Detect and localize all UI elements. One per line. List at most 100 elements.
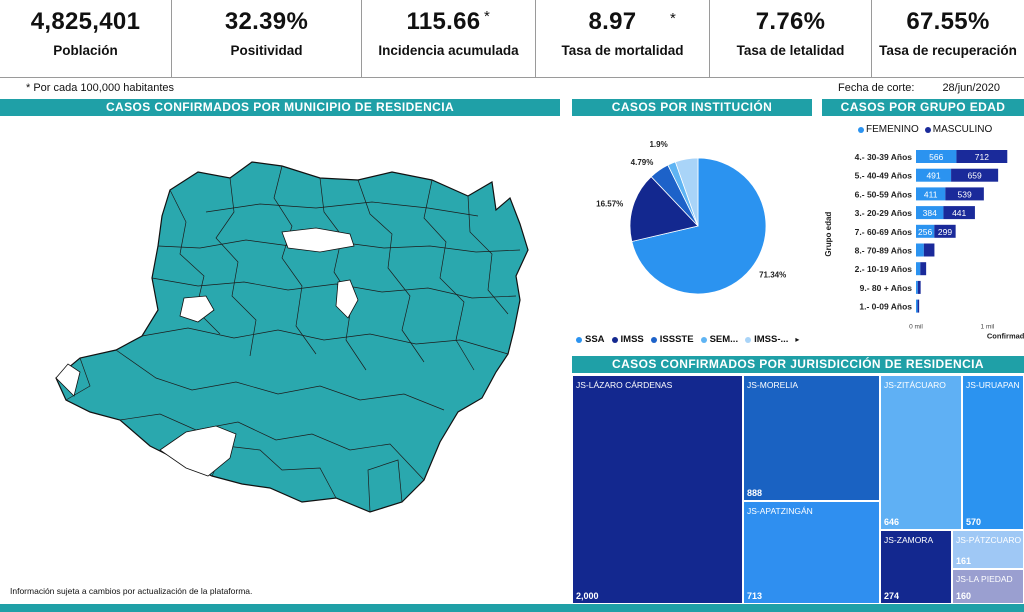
age-bar-data-label: 539	[958, 189, 972, 199]
age-bar-data-label: 384	[923, 208, 937, 218]
cutoff-label: Fecha de corte:	[838, 82, 915, 94]
tile-value: 161	[956, 556, 972, 566]
age-x-tick-label: 1 mil	[981, 323, 995, 330]
age-group-bar-chart[interactable]: Grupo edad 4.- 30-39 Años 566 712 5.- 40-49 …	[820, 146, 1024, 352]
tile-value: 2,000	[576, 591, 599, 601]
age-bar-masculino[interactable]	[917, 299, 920, 313]
treemap-tile-patzcuaro[interactable]: JS-PÁTZCUARO 161	[952, 530, 1024, 569]
tile-name: JS-PÁTZCUARO	[956, 535, 1022, 545]
kpi-value: 115.66	[406, 8, 481, 35]
age-bar-masculino[interactable]	[923, 243, 935, 257]
lake-patzcuaro-area	[335, 279, 359, 319]
kpi-value: 67.55%	[906, 8, 990, 35]
enclave-area	[159, 425, 237, 477]
age-bar-masculino[interactable]	[920, 262, 927, 276]
treemap-tile-uruapan[interactable]: JS-URUAPAN 570	[962, 375, 1024, 530]
tile-name: JS-LÁZARO CÁRDENAS	[576, 380, 673, 390]
legend-label: ISSSTE	[659, 334, 694, 345]
age-x-axis-label: Confirmados	[987, 331, 1024, 340]
age-bar-masculino[interactable]	[934, 224, 956, 238]
pie-legend: SSA IMSS ISSSTE SEM... IMSS-... ▸	[576, 334, 799, 345]
age-bar-data-label: 712	[975, 152, 989, 162]
treemap-tile-zamora[interactable]: JS-ZAMORA 274	[880, 530, 952, 604]
kpi-value: 7.76%	[755, 8, 826, 35]
footnote: Información sujeta a cambios por actuali…	[10, 586, 253, 596]
age-bar-masculino[interactable]	[951, 168, 999, 182]
cutoff-value: 28/jun/2020	[942, 82, 1000, 94]
legend-item-ssa[interactable]: SSA	[576, 334, 605, 345]
age-category-label: 9.- 80 + Años	[860, 283, 913, 293]
age-bar-data-label: 441	[952, 208, 966, 218]
kpi-poblacion: 4,825,401 Población	[0, 0, 172, 77]
kpi-label: Incidencia acumulada	[378, 43, 519, 58]
age-bar-femenino[interactable]	[916, 280, 918, 294]
age-category-label: 2.- 10-19 Años	[855, 264, 913, 274]
legend-label: IMSS-...	[754, 334, 789, 345]
treemap-tile-apatzingan[interactable]: JS-APATZINGÁN 713	[743, 501, 880, 604]
age-bar-femenino[interactable]	[916, 206, 944, 220]
tile-value: 570	[966, 517, 982, 527]
age-bar-femenino[interactable]	[916, 243, 924, 257]
tile-value: 713	[747, 591, 763, 601]
pie-data-label: 71.34%	[759, 270, 786, 279]
age-bar-masculino[interactable]	[943, 206, 975, 220]
age-section-header: CASOS POR GRUPO EDAD	[822, 99, 1024, 116]
pie-slice-imss[interactable]	[674, 157, 699, 227]
age-category-label: 3.- 20-29 Años	[855, 208, 913, 218]
age-bar-data-label: 491	[926, 171, 940, 181]
legend-dot	[700, 336, 707, 343]
age-bar-femenino[interactable]	[916, 168, 952, 182]
legend-item-issste[interactable]: ISSSTE	[650, 334, 694, 345]
age-bar-femenino[interactable]	[916, 299, 918, 313]
legend-item-sem[interactable]: SEM...	[700, 334, 739, 345]
map-svg[interactable]	[20, 150, 560, 530]
tile-name: JS-ZITÁCUARO	[884, 380, 946, 390]
legend-next-arrow-icon[interactable]: ▸	[795, 335, 800, 344]
treemap-tile-morelia[interactable]: JS-MORELIA 888	[743, 375, 880, 501]
kpi-recuperacion: 67.55% Tasa de recuperación	[872, 0, 1024, 77]
jurisdiction-section-header: CASOS CONFIRMADOS POR JURISDICCIÓN DE RE…	[572, 356, 1024, 373]
tile-name: JS-URUAPAN	[966, 380, 1020, 390]
jurisdiction-treemap[interactable]: JS-LÁZARO CÁRDENAS 2,000 JS-MORELIA 888 JS…	[572, 375, 1024, 604]
pie-slice-ssa[interactable]	[631, 157, 767, 295]
age-bar-femenino[interactable]	[916, 224, 935, 238]
legend-item-imss-bienestar[interactable]: IMSS-...	[745, 334, 788, 345]
legend-label: SEM...	[709, 334, 739, 345]
kpi-value: 8.97	[588, 8, 637, 35]
age-category-label: 8.- 70-89 Años	[855, 246, 913, 256]
age-x-tick-label: 0 mil	[909, 323, 923, 330]
treemap-tile-la-piedad[interactable]: JS-LA PIEDAD 160	[952, 569, 1024, 604]
treemap-tile-zitacuaro[interactable]: JS-ZITÁCUARO 646	[880, 375, 962, 530]
institution-pie-chart[interactable]: 71.34% 16.57% 4.79% 1.9%	[572, 138, 808, 316]
legend-item-imss[interactable]: IMSS	[611, 334, 644, 345]
age-category-label: 6.- 50-59 Años	[855, 189, 913, 199]
municipality-map[interactable]	[20, 150, 560, 530]
treemap-tile-lazaro-cardenas[interactable]: JS-LÁZARO CÁRDENAS 2,000	[572, 375, 743, 604]
lake-cuitzeo-area	[179, 295, 215, 323]
kpi-label: Tasa de letalidad	[736, 43, 845, 58]
age-bar-masculino[interactable]	[956, 150, 1008, 163]
legend-dot	[924, 126, 931, 133]
age-bar-data-label: 299	[938, 227, 952, 237]
age-y-axis-label: Grupo edad	[824, 212, 833, 257]
age-bar-masculino[interactable]	[917, 280, 921, 294]
coastal-notch	[55, 363, 81, 397]
legend-item-masculino[interactable]: MASCULINO	[924, 124, 992, 135]
kpi-asterisk: *	[484, 8, 490, 25]
pie-data-label: 1.9%	[649, 140, 667, 149]
pie-slice-imss[interactable]	[629, 176, 699, 242]
state-outline[interactable]	[55, 161, 529, 513]
pie-svg[interactable]: 71.34% 16.57% 4.79% 1.9%	[572, 138, 808, 316]
age-bar-femenino[interactable]	[916, 150, 957, 163]
age-bar-masculino[interactable]	[945, 187, 984, 201]
age-bar-femenino[interactable]	[916, 187, 946, 201]
kpi-label: Positividad	[230, 43, 303, 58]
legend-item-femenino[interactable]: FEMENINO	[858, 124, 919, 135]
tile-value: 646	[884, 517, 900, 527]
kpi-incidencia: 115.66 * Incidencia acumulada	[362, 0, 536, 77]
age-bar-femenino[interactable]	[916, 262, 921, 276]
tile-name: JS-LA PIEDAD	[956, 574, 1013, 584]
age-bar-data-label: 659	[968, 171, 982, 181]
age-svg[interactable]: Grupo edad 4.- 30-39 Años 566 712 5.- 40-49 …	[820, 146, 1024, 352]
kpi-label: Población	[53, 43, 118, 58]
